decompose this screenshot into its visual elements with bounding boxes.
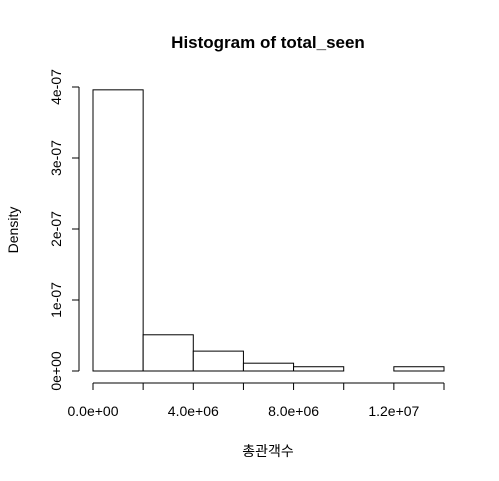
y-axis-label: Density — [5, 207, 21, 254]
y-tick-label: 2e-07 — [48, 211, 64, 247]
x-tick-label: 8.0e+06 — [268, 403, 319, 419]
x-axis-label: 총관객수 — [242, 443, 294, 459]
y-tick-label: 3e-07 — [48, 140, 64, 176]
histogram-bar-6 — [393, 366, 445, 372]
histogram-bar-3 — [242, 362, 295, 372]
histogram-bar-1 — [142, 334, 194, 372]
y-tick-label: 1e-07 — [48, 282, 64, 318]
chart-title: Histogram of total_seen — [171, 33, 365, 52]
y-tick-label: 0e+00 — [48, 351, 64, 391]
x-tick-label: 1.2e+07 — [368, 403, 419, 419]
histogram-bar-4 — [293, 366, 345, 372]
histogram-bars — [92, 89, 445, 372]
y-tick-label: 4e-07 — [48, 69, 64, 105]
x-tick-label: 0.0e+00 — [68, 403, 119, 419]
x-axis: 0.0e+00 4.0e+06 8.0e+06 1.2e+07 — [68, 382, 445, 419]
histogram-bar-0 — [92, 89, 144, 372]
y-axis: 0e+00 1e-07 2e-07 3e-07 4e-07 — [48, 69, 80, 391]
x-tick-label: 4.0e+06 — [168, 403, 219, 419]
histogram-bar-2 — [192, 350, 244, 372]
